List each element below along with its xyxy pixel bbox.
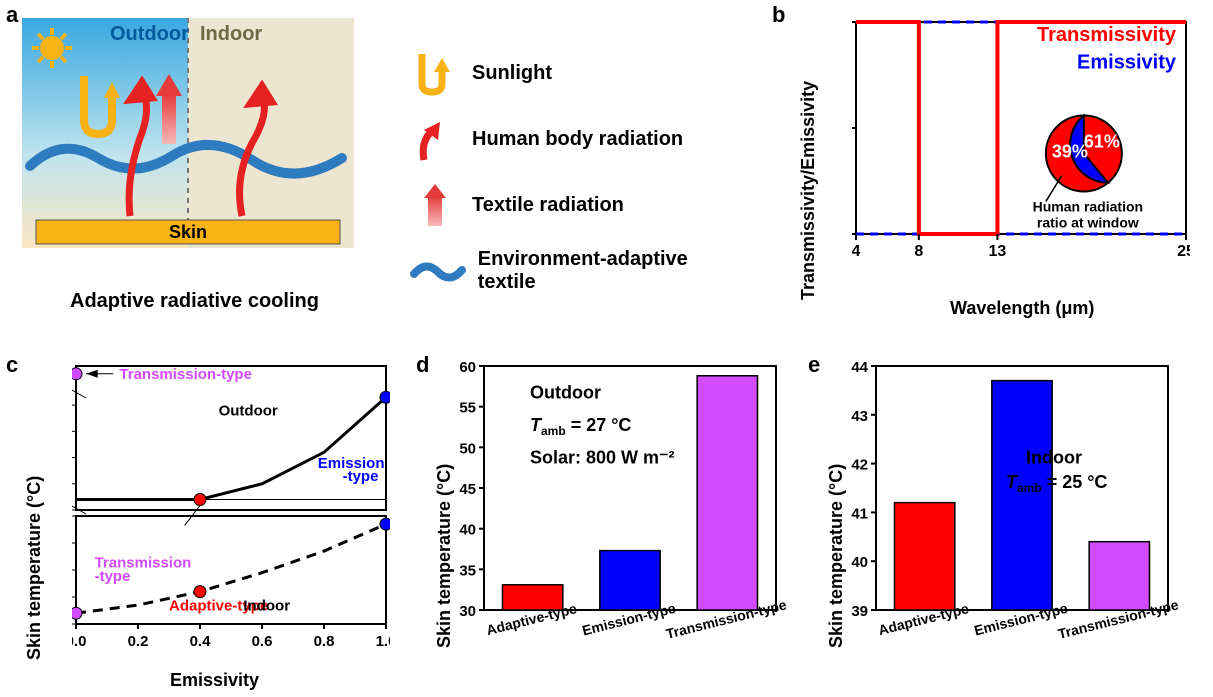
svg-text:0.2: 0.2 [128, 633, 149, 650]
svg-text:8: 8 [914, 243, 923, 260]
panel-e-label: e [808, 352, 820, 378]
svg-text:0.4: 0.4 [190, 633, 212, 650]
svg-text:0.6: 0.6 [252, 633, 273, 650]
svg-text:50: 50 [459, 440, 476, 457]
indoor-label: Indoor [200, 23, 262, 45]
svg-text:41: 41 [851, 505, 868, 522]
svg-text:40: 40 [851, 554, 868, 571]
svg-text:13: 13 [989, 243, 1007, 260]
svg-text:Human radiation: Human radiation [1033, 198, 1143, 214]
panel-b-xtitle: Wavelength (μm) [950, 298, 1094, 319]
svg-text:Emissivity: Emissivity [1077, 52, 1177, 74]
figure-root: { "panel_a": { "label": "a", "outdoor_la… [0, 0, 1213, 697]
svg-text:61%: 61% [1084, 131, 1120, 151]
panel-a-caption: Adaptive radiative cooling [70, 290, 319, 313]
panel-e-ytitle: Skin temperature (°C) [826, 464, 847, 648]
svg-text:Solar: 800 W m⁻²: Solar: 800 W m⁻² [530, 448, 675, 468]
panel-b-ytitle: Transmissivity/Emissivity [798, 81, 819, 300]
panel-a-svg: Skin Outdoor Indoor [22, 18, 364, 290]
svg-text:55: 55 [459, 400, 476, 417]
panel-d-plot: 30354045505560Adaptive-typeEmission-type… [480, 362, 780, 650]
panel-c-xtitle: Emissivity [170, 670, 259, 691]
panel-a-label: a [6, 2, 18, 28]
svg-text:Indoor: Indoor [1026, 448, 1082, 468]
svg-text:ratio at window: ratio at window [1037, 214, 1139, 230]
svg-text:4: 4 [852, 243, 861, 260]
panel-b-label: b [772, 2, 785, 28]
legend-text: Textile radiation [472, 194, 624, 217]
legend-text: Environment-adaptive textile [478, 248, 750, 294]
panel-d-label: d [416, 352, 429, 378]
svg-text:1.0: 1.0 [376, 633, 390, 650]
panel-c-ytitle: Skin temperature (°C) [24, 476, 45, 660]
svg-text:60: 60 [459, 359, 476, 376]
svg-text:-type: -type [343, 468, 379, 485]
svg-text:35: 35 [459, 562, 476, 579]
legend-sunlight: Sunlight [410, 50, 750, 96]
svg-text:39%: 39% [1052, 141, 1088, 161]
svg-text:Transmission-type: Transmission-type [119, 366, 252, 383]
legend: Sunlight Human body radiation Textile ra… [410, 30, 750, 314]
svg-text:43: 43 [851, 408, 868, 425]
svg-text:40: 40 [459, 522, 476, 539]
svg-text:Outdoor: Outdoor [530, 383, 601, 403]
sun-icon [32, 28, 72, 68]
panel-c-label: c [6, 352, 18, 378]
panel-b-plot: 4813250.00.51.0TransmissivityEmissivity3… [852, 18, 1190, 268]
legend-body: Human body radiation [410, 116, 750, 162]
outdoor-label: Outdoor [110, 23, 189, 45]
svg-text:25: 25 [1177, 243, 1190, 260]
svg-text:44: 44 [851, 359, 868, 376]
panel-d-ytitle: Skin temperature (°C) [434, 464, 455, 648]
svg-text:Outdoor: Outdoor [219, 403, 278, 420]
legend-textile: Environment-adaptive textile [410, 248, 750, 294]
svg-text:0.0: 0.0 [72, 633, 86, 650]
svg-text:39: 39 [851, 603, 868, 620]
svg-text:42: 42 [851, 457, 868, 474]
svg-text:Transmissivity: Transmissivity [1037, 24, 1177, 46]
skin-label: Skin [169, 222, 207, 242]
svg-text:-type: -type [95, 568, 131, 585]
svg-text:Indoor: Indoor [243, 598, 290, 615]
svg-text:0.8: 0.8 [314, 633, 335, 650]
svg-text:30: 30 [459, 603, 476, 620]
legend-textile-rad: Textile radiation [410, 182, 750, 228]
legend-text: Human body radiation [472, 128, 683, 151]
panel-c-plot: 0.00.20.40.60.81.03334353637585940414243… [72, 362, 390, 650]
svg-text:45: 45 [459, 481, 476, 498]
panel-e-plot: 394041424344Adaptive-typeEmission-typeTr… [872, 362, 1172, 650]
legend-text: Sunlight [472, 62, 552, 85]
